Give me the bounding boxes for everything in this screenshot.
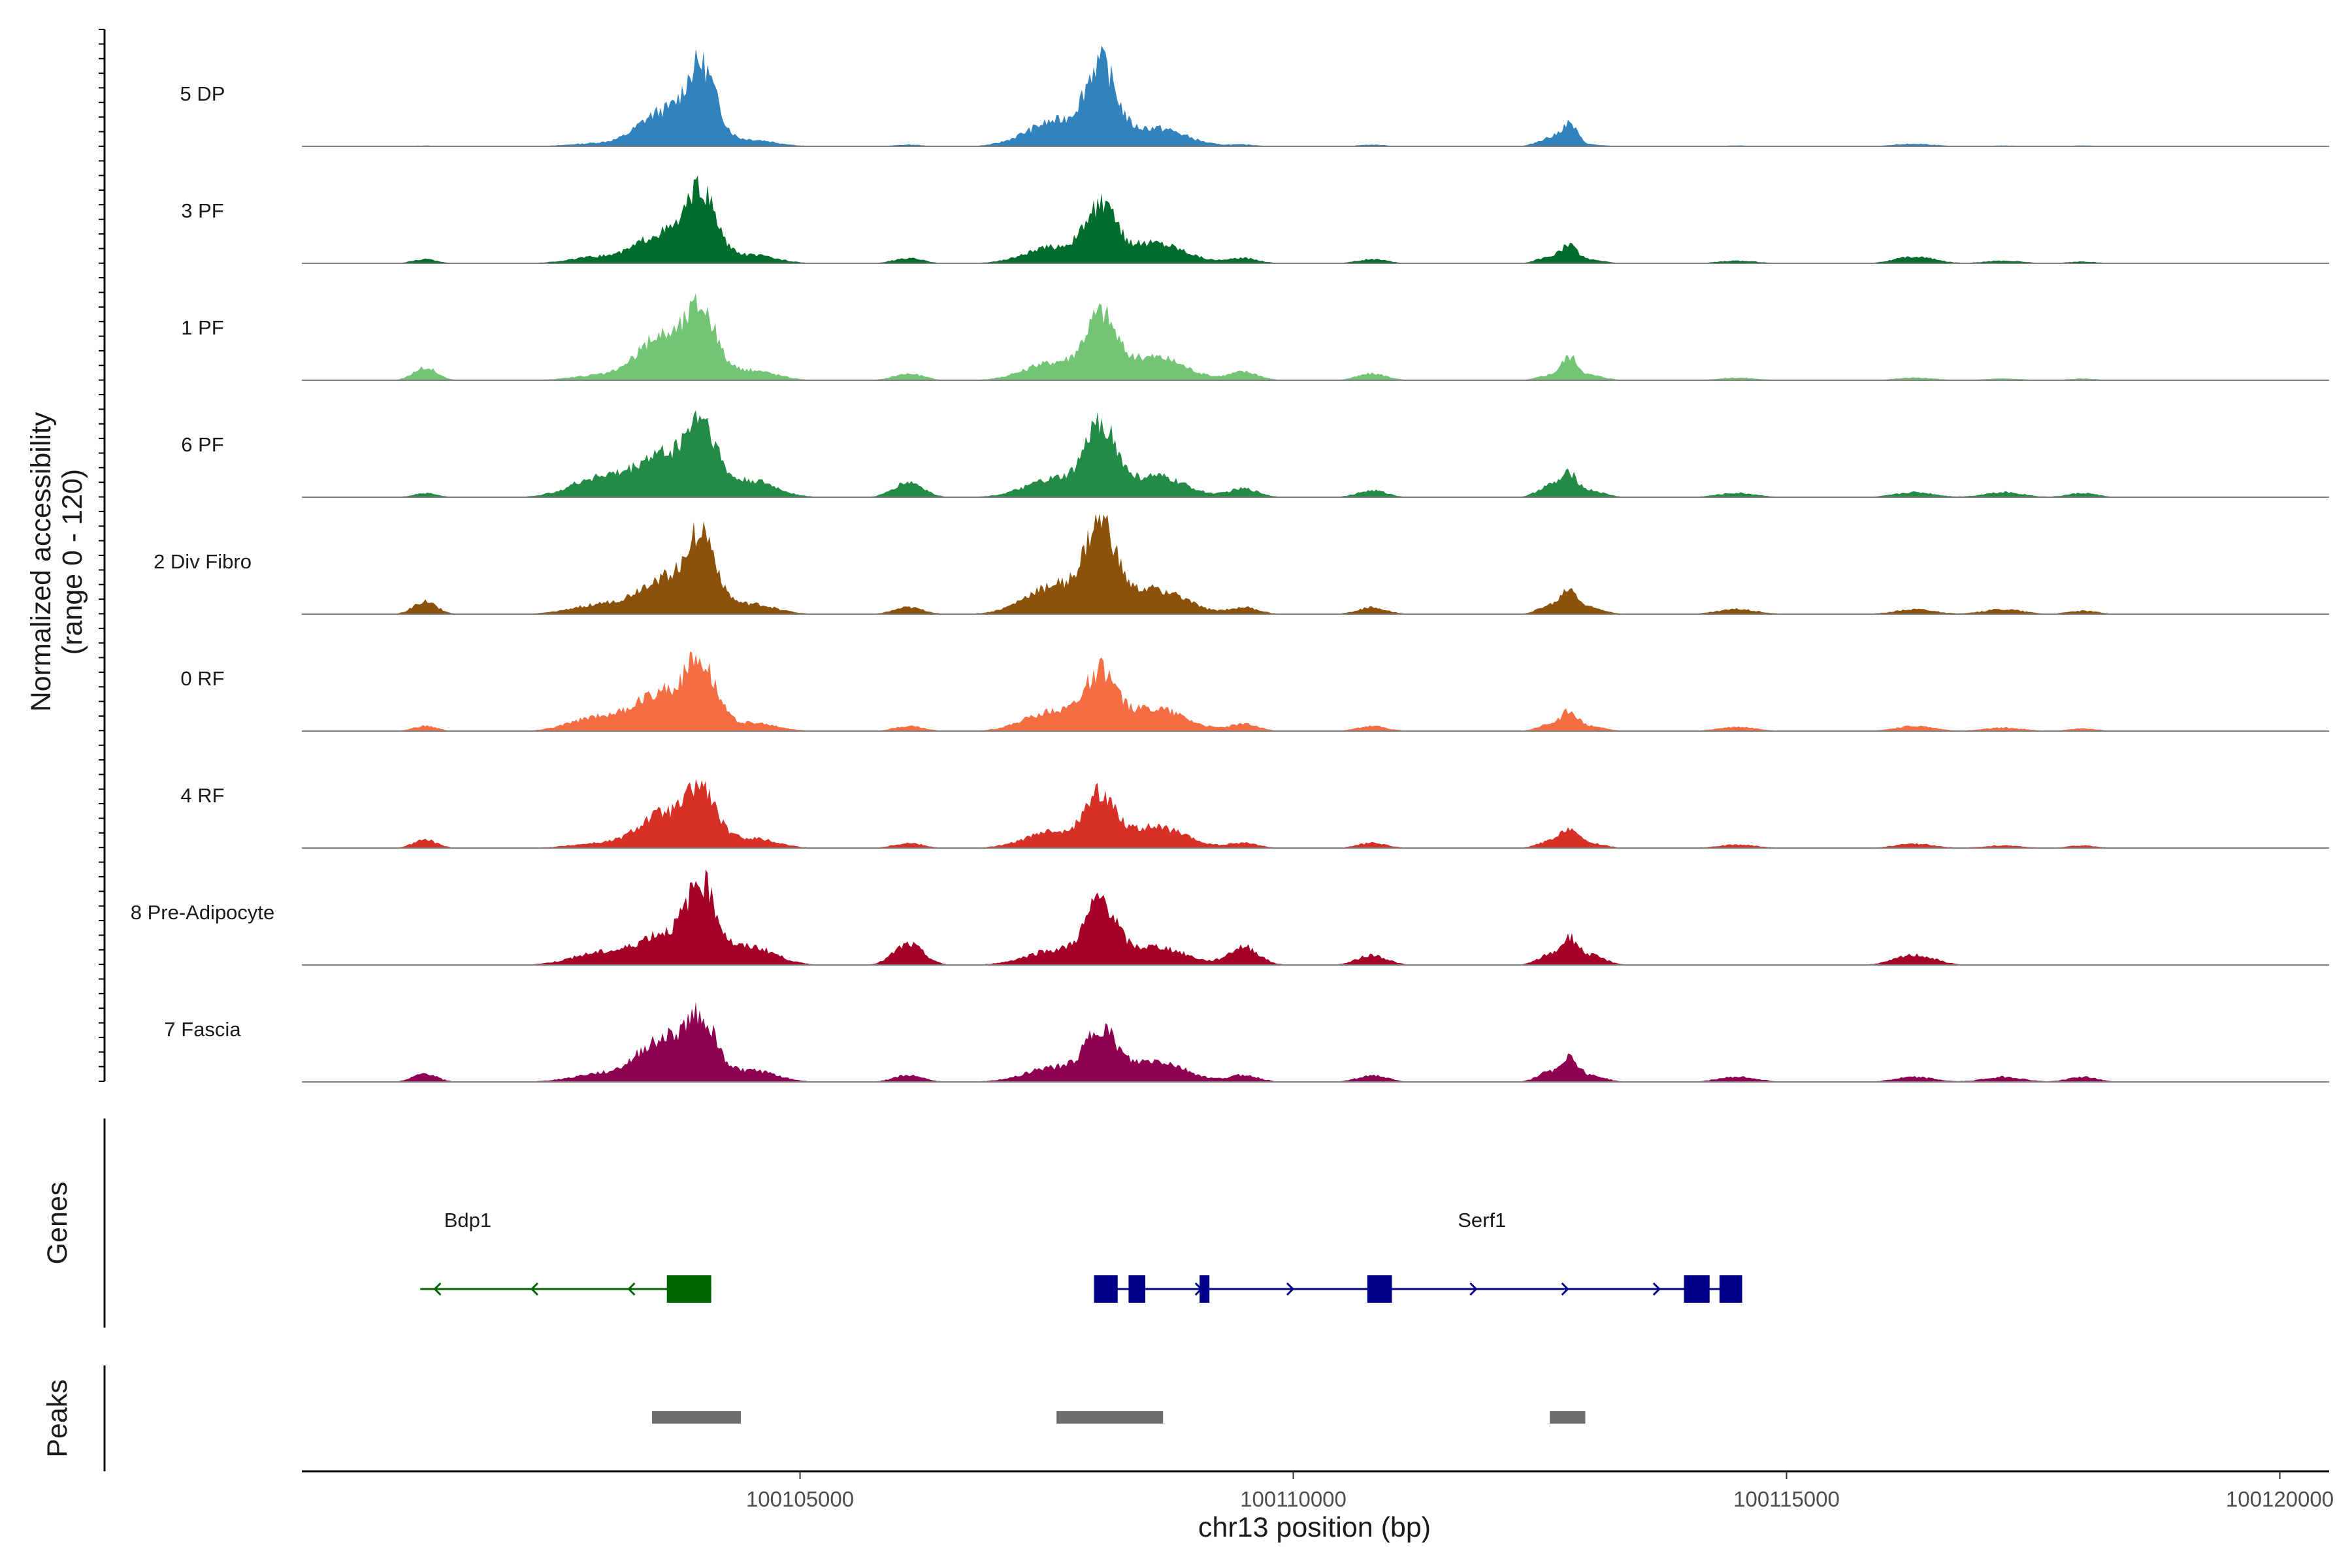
strand-arrow [627, 1282, 636, 1296]
track-label: 5 DP [180, 82, 225, 105]
gene-annotation-track: Bdp1 Serf1 [420, 1209, 1742, 1303]
x-tick-label: 100105000 [746, 1487, 854, 1511]
x-tick-label: 100120000 [2226, 1487, 2334, 1511]
coverage-area-1-pf [302, 293, 2329, 380]
exon-bdp1 [666, 1275, 711, 1303]
track-label: 1 PF [181, 316, 223, 339]
track-label: 2 Div Fibro [154, 550, 252, 573]
x-axis-ticks: 100105000 100110000 100115000 100120000 [746, 1471, 2334, 1511]
peak-region [652, 1411, 741, 1424]
coverage-area-0-rf [302, 651, 2329, 731]
coverage-area-4-rf [302, 779, 2329, 848]
peak-region [1056, 1411, 1164, 1424]
gene-label-bdp1: Bdp1 [444, 1209, 491, 1232]
coverage-area-5-dp [302, 46, 2329, 146]
track-label: 3 PF [181, 199, 223, 222]
strand-arrow [1286, 1282, 1295, 1296]
y-axis-title: Normalized accessibility [25, 412, 57, 711]
peaks-track-title: Peaks [42, 1379, 73, 1458]
coverage-y-ticks [99, 29, 105, 1082]
x-axis-title: chr13 position (bp) [1198, 1512, 1431, 1543]
coverage-area-2-div-fibro [302, 514, 2329, 614]
track-label: 8 Pre-Adipocyte [131, 901, 275, 924]
strand-arrow [1469, 1282, 1478, 1296]
exon-serf1 [1684, 1275, 1710, 1303]
x-tick-label: 100110000 [1240, 1487, 1347, 1511]
genes-track-title: Genes [42, 1182, 73, 1265]
exon-serf1 [1200, 1275, 1210, 1303]
strand-arrow [1652, 1282, 1661, 1296]
coverage-area-8-pre-adipocyte [302, 869, 2329, 965]
strand-arrow [1561, 1282, 1569, 1296]
strand-arrow [433, 1282, 442, 1296]
coverage-area-7-fascia [302, 1002, 2329, 1082]
exon-serf1 [1094, 1275, 1118, 1303]
exon-serf1 [1128, 1275, 1146, 1303]
track-label: 6 PF [181, 433, 223, 456]
y-axis-range-label: (range 0 - 120) [57, 469, 88, 655]
coverage-area-3-pf [302, 175, 2329, 263]
x-tick-label: 100115000 [1733, 1487, 1840, 1511]
track-label: 0 RF [180, 667, 224, 690]
exon-serf1 [1367, 1275, 1392, 1303]
peaks-track [652, 1411, 1586, 1424]
accessibility-tracks: 5 DP 3 PF 1 PF 6 PF 2 Div Fibro 0 RF 4 RF 8 Pre… [131, 46, 2329, 1083]
track-label: 7 Fascia [164, 1018, 241, 1041]
peak-region [1550, 1411, 1586, 1424]
strand-arrow [530, 1282, 539, 1296]
gene-label-serf1: Serf1 [1458, 1209, 1506, 1232]
exon-serf1 [1719, 1275, 1742, 1303]
track-label: 4 RF [180, 784, 224, 807]
coverage-area-6-pf [302, 410, 2329, 497]
